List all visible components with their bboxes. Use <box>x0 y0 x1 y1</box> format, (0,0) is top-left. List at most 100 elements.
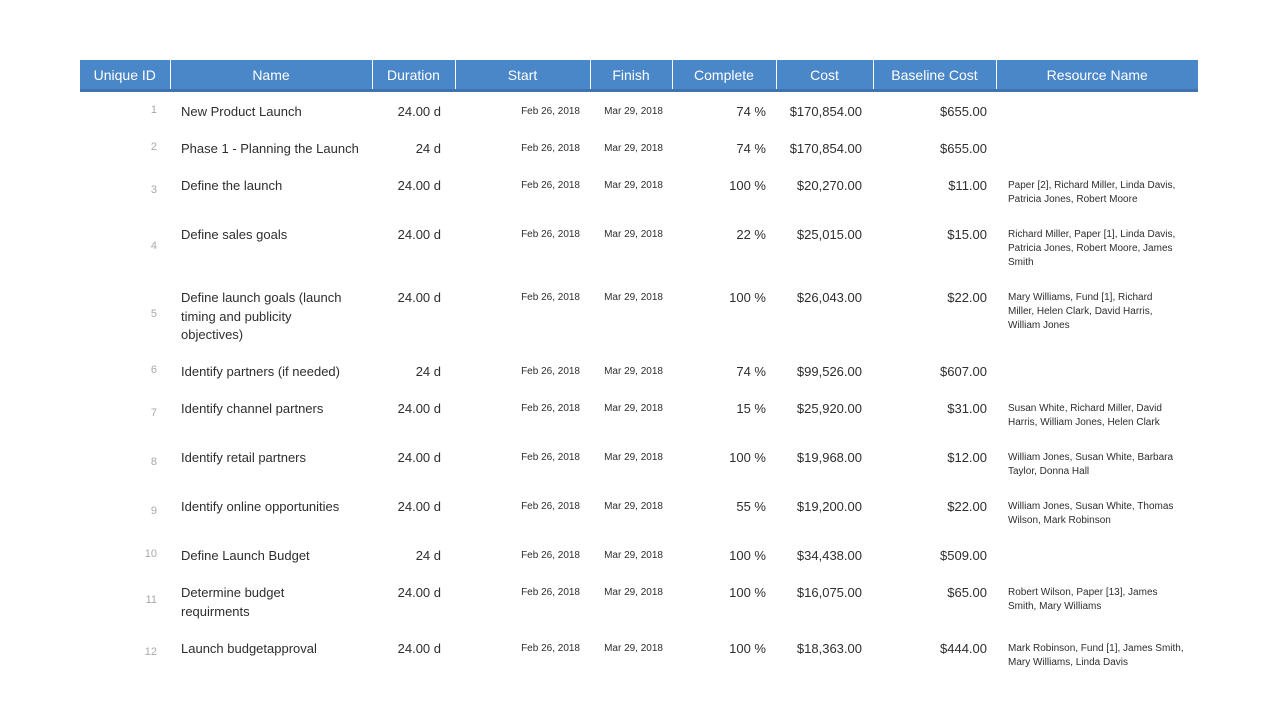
cell-resource-name <box>996 129 1198 166</box>
cell-start-date: Feb 26, 2018 <box>521 106 580 117</box>
cell-finish-date: Mar 29, 2018 <box>604 550 663 562</box>
cell-baseline-cost: $607.00 <box>940 363 987 379</box>
cell-finish-date: Mar 29, 2018 <box>604 452 663 464</box>
cell-duration: 24.00 d <box>397 290 441 306</box>
cell-finish-date: Mar 29, 2018 <box>604 180 663 192</box>
cell-finish-date: Mar 29, 2018 <box>604 365 663 377</box>
cell-resource-name: William Jones, Susan White, Barbara Tayl… <box>1008 452 1174 478</box>
cell-task-name: Define Launch Budget <box>181 548 310 564</box>
cell-cost: $170,854.00 <box>789 141 862 157</box>
cell-finish-date: Mar 29, 2018 <box>604 143 663 155</box>
table-row: 1 New Product Launch 24.00 d Feb 26, 201… <box>80 91 1198 130</box>
table-row: 3 Define the launch 24.00 d Feb 26, 2018… <box>80 166 1198 215</box>
table-row: 4 Define sales goals 24.00 d Feb 26, 201… <box>80 215 1198 278</box>
cell-resource-name: Mark Robinson, Fund [1], James Smith, Ma… <box>1008 642 1184 668</box>
cell-baseline-cost: $509.00 <box>940 548 987 564</box>
cell-task-name: Define launch goals (launch timing and p… <box>181 290 342 342</box>
cell-duration: 24.00 d <box>397 104 441 119</box>
cell-duration: 24.00 d <box>397 401 441 417</box>
cell-unique-id: 7 <box>150 406 157 419</box>
cell-baseline-cost: $65.00 <box>947 585 987 601</box>
cell-task-name: New Product Launch <box>181 104 302 119</box>
table-row: 8 Identify retail partners 24.00 d Feb 2… <box>80 438 1198 487</box>
cell-resource-name <box>996 352 1198 389</box>
cell-baseline-cost: $444.00 <box>940 640 987 656</box>
column-header-baseline-cost: Baseline Cost <box>872 60 996 92</box>
cell-resource-name <box>996 91 1198 130</box>
cell-unique-id: 2 <box>150 141 157 154</box>
cell-resource-name: Susan White, Richard Miller, David Harri… <box>1008 403 1162 429</box>
cell-finish-date: Mar 29, 2018 <box>604 403 663 415</box>
cell-resource-name <box>996 536 1198 573</box>
cell-duration: 24.00 d <box>397 585 441 601</box>
cell-baseline-cost: $12.00 <box>947 450 987 466</box>
table-row: 9 Identify online opportunities 24.00 d … <box>80 487 1198 536</box>
cell-start-date: Feb 26, 2018 <box>521 403 580 415</box>
cell-percent-complete: 74 % <box>736 104 766 119</box>
cell-cost: $26,043.00 <box>796 290 862 306</box>
cell-task-name: Phase 1 - Planning the Launch <box>181 141 359 157</box>
cell-start-date: Feb 26, 2018 <box>521 550 580 562</box>
table-row: 6 Identify partners (if needed) 24 d Feb… <box>80 352 1198 389</box>
cell-duration: 24.00 d <box>397 178 441 194</box>
cell-unique-id: 12 <box>144 646 157 659</box>
column-header-name: Name <box>169 60 372 92</box>
cell-resource-name: Mary Williams, Fund [1], Richard Miller,… <box>1008 292 1153 332</box>
cell-finish-date: Mar 29, 2018 <box>604 106 663 117</box>
cell-baseline-cost: $655.00 <box>940 104 987 119</box>
cell-resource-name: Paper [2], Richard Miller, Linda Davis, … <box>1008 180 1176 206</box>
cell-finish-date: Mar 29, 2018 <box>604 229 663 241</box>
cell-unique-id: 6 <box>150 363 157 376</box>
table-row: 5 Define launch goals (launch timing and… <box>80 278 1198 352</box>
cell-cost: $19,200.00 <box>796 499 862 515</box>
cell-start-date: Feb 26, 2018 <box>521 501 580 513</box>
cell-resource-name: Robert Wilson, Paper [13], James Smith, … <box>1008 587 1158 613</box>
cell-task-name: Identify retail partners <box>181 450 307 466</box>
cell-duration: 24.00 d <box>397 640 441 656</box>
cell-start-date: Feb 26, 2018 <box>521 365 580 377</box>
cell-duration: 24.00 d <box>397 450 441 466</box>
cell-task-name: Identify partners (if needed) <box>181 363 340 379</box>
table-body: 1 New Product Launch 24.00 d Feb 26, 201… <box>80 91 1198 678</box>
table-header-row: Unique ID Name Duration Start Finish Com… <box>80 60 1198 92</box>
cell-unique-id: 3 <box>150 184 157 197</box>
table-row: 7 Identify channel partners 24.00 d Feb … <box>80 389 1198 438</box>
cell-percent-complete: 100 % <box>729 290 766 306</box>
cell-duration: 24.00 d <box>397 499 441 515</box>
cell-baseline-cost: $22.00 <box>947 499 987 515</box>
cell-cost: $18,363.00 <box>796 640 862 656</box>
column-header-duration: Duration <box>371 60 455 92</box>
cell-start-date: Feb 26, 2018 <box>521 180 580 192</box>
cell-unique-id: 1 <box>150 103 157 116</box>
table-row: 2 Phase 1 - Planning the Launch 24 d Feb… <box>80 129 1198 166</box>
cell-duration: 24 d <box>415 363 441 379</box>
cell-baseline-cost: $31.00 <box>947 401 987 417</box>
cell-start-date: Feb 26, 2018 <box>521 587 580 599</box>
cell-percent-complete: 74 % <box>736 141 766 157</box>
cell-percent-complete: 100 % <box>729 548 766 564</box>
cell-unique-id: 10 <box>144 548 157 561</box>
cell-percent-complete: 100 % <box>729 178 766 194</box>
cell-unique-id: 9 <box>150 504 157 517</box>
cell-duration: 24 d <box>415 548 441 564</box>
cell-percent-complete: 15 % <box>736 401 766 417</box>
cell-cost: $19,968.00 <box>796 450 862 466</box>
column-header-cost: Cost <box>775 60 873 92</box>
cell-cost: $20,270.00 <box>796 178 862 194</box>
column-header-complete: Complete <box>671 60 776 92</box>
cell-cost: $25,920.00 <box>796 401 862 417</box>
cell-cost: $170,854.00 <box>789 104 862 119</box>
cell-baseline-cost: $11.00 <box>948 178 987 194</box>
cell-finish-date: Mar 29, 2018 <box>604 501 663 513</box>
table-row: 10 Define Launch Budget 24 d Feb 26, 201… <box>80 536 1198 573</box>
cell-percent-complete: 100 % <box>729 585 766 601</box>
cell-percent-complete: 55 % <box>736 499 766 515</box>
column-header-unique-id: Unique ID <box>80 60 170 92</box>
cell-percent-complete: 100 % <box>729 450 766 466</box>
cell-percent-complete: 22 % <box>736 227 766 243</box>
cell-cost: $99,526.00 <box>796 363 862 379</box>
table-row: 12 Launch budgetapproval 24.00 d Feb 26,… <box>80 629 1198 678</box>
cell-task-name: Define the launch <box>181 178 283 194</box>
cell-start-date: Feb 26, 2018 <box>521 452 580 464</box>
